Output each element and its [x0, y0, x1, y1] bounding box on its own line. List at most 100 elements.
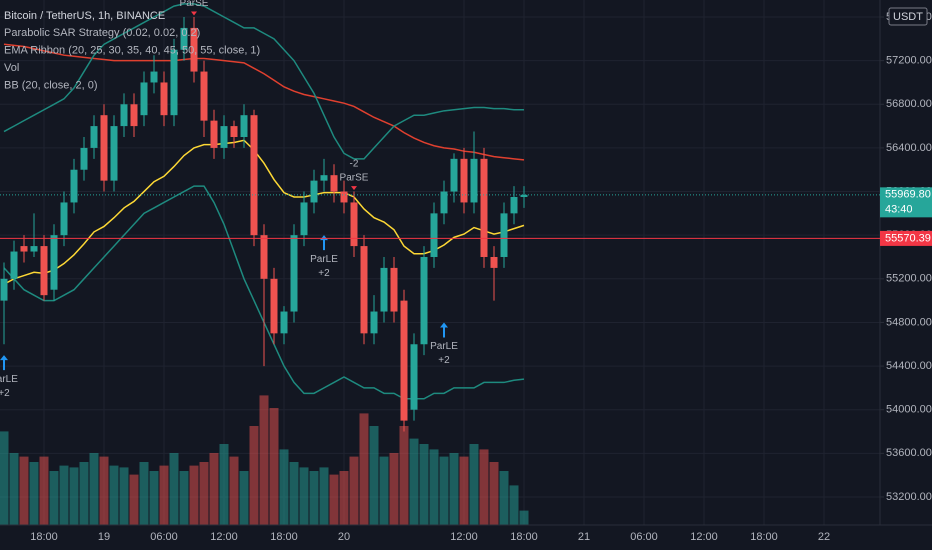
x-tick-label: 18:00: [750, 531, 778, 543]
candle-body: [80, 147, 88, 170]
volume-bar: [189, 465, 199, 525]
candle-body: [500, 213, 508, 257]
volume-bar: [369, 426, 379, 525]
legend-entry: Parabolic SAR Strategy (0.02, 0.02, 0.2): [4, 27, 200, 39]
volume-bar: [379, 456, 389, 525]
candle-body: [280, 311, 288, 334]
candle-body: [170, 49, 178, 116]
annotation-qty: +2: [318, 268, 330, 279]
volume-bar: [179, 471, 189, 525]
x-tick-label: 06:00: [630, 531, 658, 543]
candle-body: [230, 126, 238, 138]
candle-body: [350, 202, 358, 247]
volume-bar: [199, 462, 209, 525]
x-tick-label: 21: [578, 531, 590, 543]
x-tick-label: 20: [338, 531, 350, 543]
grid: [0, 0, 880, 525]
candle-body: [340, 191, 348, 203]
volume-bar: [69, 467, 79, 525]
overlay-line: [3, 43, 525, 161]
candle-body: [300, 202, 308, 236]
volume-bar: [29, 462, 39, 525]
y-tick-label: 54000.00: [886, 404, 932, 416]
candle-body: [100, 115, 108, 181]
candle-body: [330, 175, 338, 192]
candle-body: [110, 126, 118, 181]
countdown: 43:40: [885, 204, 913, 216]
candle-body: [140, 82, 148, 116]
volume-bar: [59, 465, 69, 525]
volume-bar: [519, 510, 529, 525]
candle-body: [160, 82, 168, 116]
candle-layer: [0, 17, 528, 432]
x-tick-label: 19: [98, 531, 110, 543]
currency-box[interactable]: [888, 7, 928, 26]
volume-bar: [109, 465, 119, 525]
x-tick-label: 18:00: [510, 531, 538, 543]
volume-bar: [169, 453, 179, 525]
long-arrow: [320, 235, 328, 251]
y-tick-label: 53200.00: [886, 491, 932, 503]
volume-bar: [229, 456, 239, 525]
volume-bar: [89, 453, 99, 525]
volume-bar: [159, 465, 169, 525]
annotation-qty: +2: [0, 388, 10, 399]
candle-body: [20, 246, 28, 252]
candle-body: [130, 104, 138, 127]
short-arrow: [191, 11, 197, 16]
candle-body: [410, 344, 418, 410]
candle-body: [310, 180, 318, 203]
volume-bar: [349, 456, 359, 525]
volume-bar: [0, 431, 9, 525]
candle-body: [270, 278, 278, 334]
candle-body: [50, 235, 58, 290]
candle-body: [480, 158, 488, 257]
volume-bar: [509, 485, 519, 525]
volume-bar: [149, 471, 159, 525]
y-tick-label: 56800.00: [886, 98, 932, 110]
y-tick-label: 56400.00: [886, 142, 932, 154]
annotation-label: ParSE: [340, 173, 369, 184]
volume-bar: [449, 453, 459, 525]
annotation-label: ParLE: [430, 341, 458, 352]
candle-body: [150, 71, 158, 83]
volume-bar: [259, 395, 269, 525]
legend: Bitcoin / TetherUS, 1h, BINANCE Paraboli…: [4, 10, 260, 92]
volume-bar: [359, 413, 369, 525]
legend-entry: EMA Ribbon (20, 25, 30, 35, 40, 45, 50, …: [4, 44, 260, 56]
volume-bar: [309, 471, 319, 525]
volume-bar: [339, 471, 349, 525]
volume-bar: [459, 456, 469, 525]
annotation-label: ParLE: [0, 374, 18, 385]
volume-bar: [399, 426, 409, 525]
price-tags: 55969.80 43:40 55570.39: [0, 187, 932, 246]
currency: USDT: [893, 11, 923, 23]
annotation-label: ParLE: [310, 254, 338, 265]
candle-body: [430, 213, 438, 257]
y-tick-label: 54400.00: [886, 360, 932, 372]
candle-body: [220, 126, 228, 148]
candle-body: [490, 256, 498, 268]
volume-bar: [489, 462, 499, 525]
y-tick-label: 53600.00: [886, 447, 932, 459]
long-arrow: [0, 355, 8, 371]
candle-body: [510, 196, 518, 214]
volume-bar: [319, 467, 329, 525]
short-arrow: [351, 186, 357, 191]
candle-body: [120, 104, 128, 127]
volume-bar: [119, 467, 129, 525]
price-tag-label: 55969.80: [885, 189, 931, 201]
candle-body: [320, 175, 328, 181]
volume-bar: [299, 467, 309, 525]
overlay-line: [3, 3, 524, 160]
annotation-qty: +2: [438, 355, 450, 366]
price-tag: [880, 230, 932, 246]
volume-bar: [79, 462, 89, 525]
volume-bar: [269, 408, 279, 525]
chart-title: Bitcoin / TetherUS, 1h, BINANCE: [4, 10, 165, 22]
candle-body: [290, 235, 298, 312]
volume-bar: [39, 456, 49, 525]
candle-body: [90, 126, 98, 148]
